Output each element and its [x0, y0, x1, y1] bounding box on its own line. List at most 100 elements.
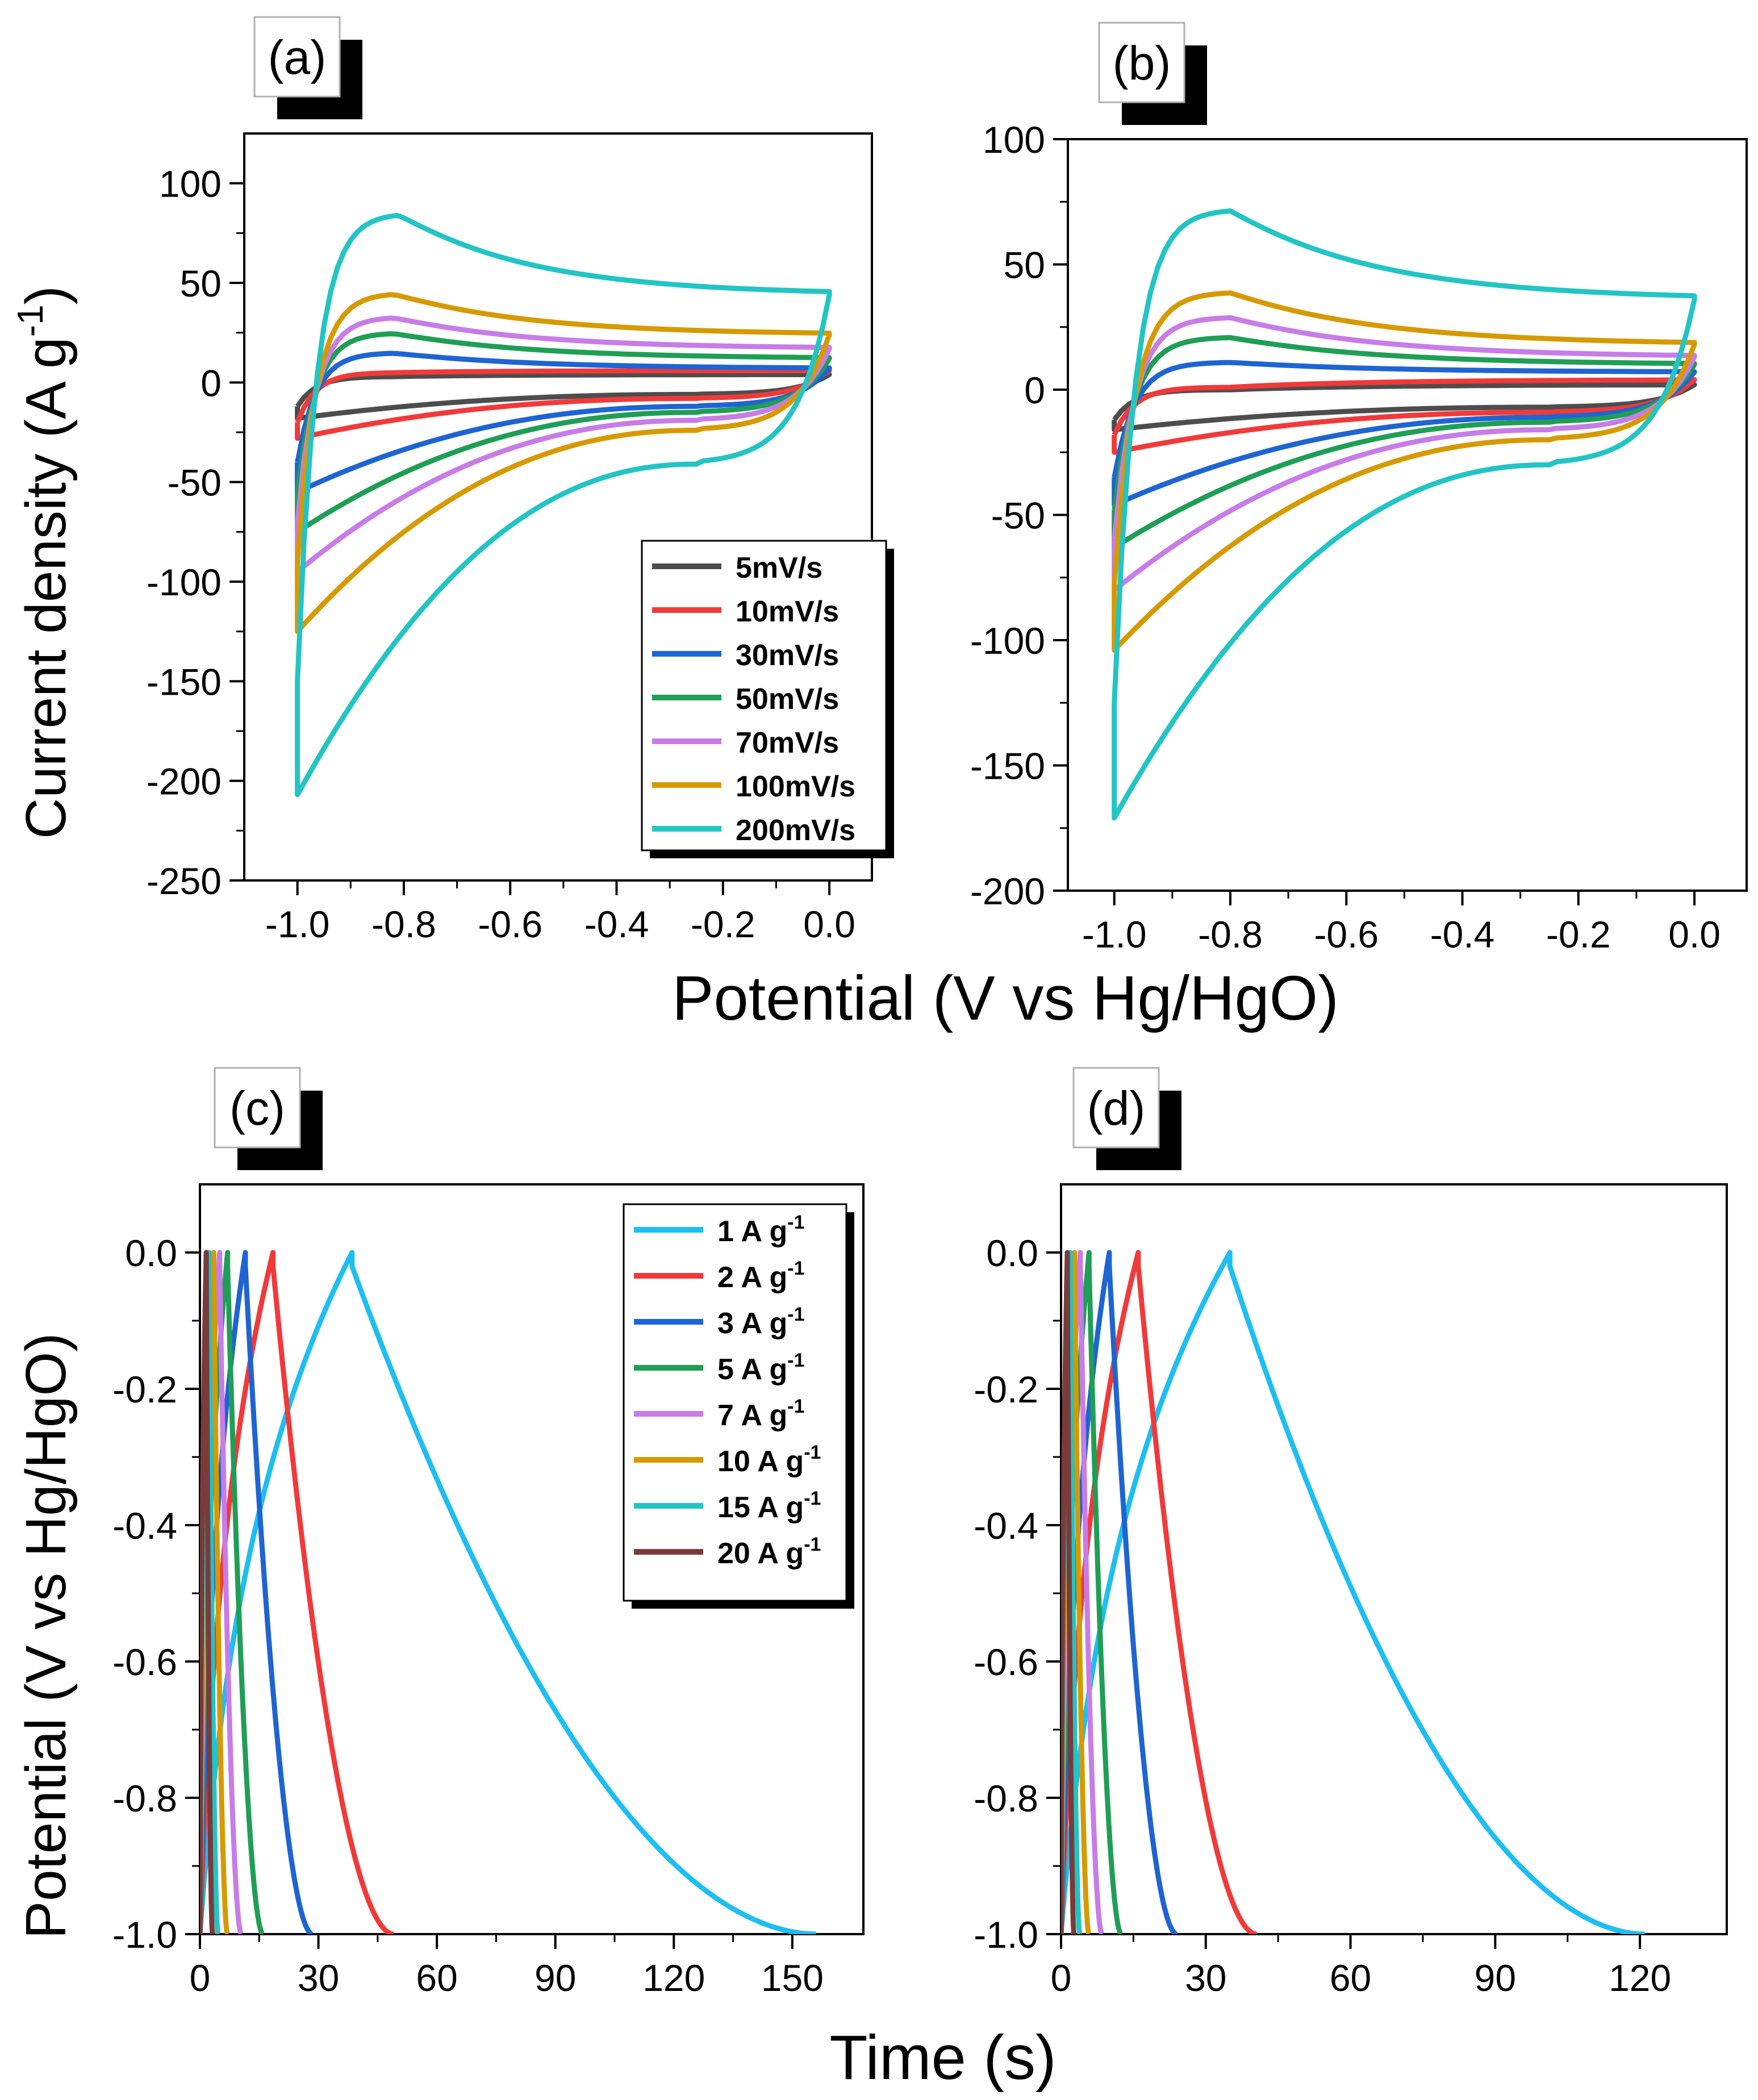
panel-a: (a) -1.0 -0.8 -0.6 -0.4 -0.2 0.0 -250 -200 -150 -1…: [147, 16, 894, 945]
x-tick-label: 60: [1330, 1957, 1371, 1999]
y-tick-label: -0.4: [112, 1505, 177, 1547]
series-line-200mV/s: [295, 212, 832, 798]
panel-c: (c) 0 30 60 90 120 150 -1.0 -0.8 -0.6 -0.4 -0.2 0.0 1…: [112, 1067, 865, 1999]
legend-label: 3 A g-1: [717, 1304, 805, 1340]
plot-area: [1112, 208, 1697, 821]
legend-label: 30mV/s: [736, 639, 839, 672]
y-tick-label: -200: [147, 761, 222, 803]
legend-label: 20 A g-1: [717, 1534, 821, 1570]
plot-frame: [1060, 1183, 1728, 1935]
x-tick-label: -0.4: [1430, 913, 1495, 955]
legend-label: 5 A g-1: [717, 1350, 805, 1386]
x-tick-label: 30: [1185, 1957, 1226, 1999]
legend-label: 5mV/s: [736, 552, 822, 585]
y-tick-label: -100: [970, 620, 1045, 662]
y-tick-label: 0: [1024, 369, 1045, 411]
shared-x-axis-label-top: Potential (V vs Hg/HgO): [672, 963, 1339, 1033]
y-tick-label: 0.0: [986, 1232, 1038, 1274]
x-tick-label: 30: [298, 1957, 339, 1999]
y-tick-label: -1.0: [112, 1914, 177, 1956]
y-tick-label: -0.2: [112, 1368, 177, 1410]
y-tick-label: -50: [991, 495, 1045, 537]
series-line-70mV/s: [1112, 315, 1697, 593]
panel-badge-box: [253, 16, 341, 98]
legend-box: [623, 1203, 847, 1602]
y-axis-label-top-sup: -1: [10, 304, 51, 337]
x-tick-label: -0.6: [478, 903, 542, 945]
x-tick-label: -0.4: [584, 903, 649, 945]
y-tick-label: 50: [1004, 244, 1045, 286]
y-tick-label: 0: [201, 362, 222, 404]
series-line-20 A g: [200, 1250, 215, 1934]
series-line-3 A g: [1061, 1250, 1179, 1934]
y-tick-label: -100: [147, 561, 222, 603]
x-tick-label: -1.0: [1082, 913, 1147, 955]
y-axis-label-top: Current density (A g-1): [10, 286, 78, 839]
x-tick-label: 150: [761, 1957, 824, 1999]
series-line-100mV/s: [295, 292, 832, 634]
panel-badge-box: [1072, 1067, 1160, 1149]
x-tick-label: 90: [1475, 1957, 1516, 1999]
plot-area: [1061, 1250, 1645, 1934]
legend: 1 A g-1 2 A g-1 3 A g-1 5 A g-1 7 A g-1 10 A …: [623, 1203, 854, 1609]
legend-label: 2 A g-1: [717, 1258, 805, 1294]
y-tick-label: -50: [168, 462, 222, 504]
series-line-30mV/s: [295, 350, 832, 495]
legend-label: 200mV/s: [736, 814, 855, 847]
x-tick-label: -0.2: [691, 903, 755, 945]
y-tick-label: -0.2: [974, 1368, 1038, 1410]
panel-badge-box: [1098, 22, 1185, 103]
series-line-3 A g: [200, 1250, 314, 1934]
shared-x-axis-label-bottom: Time (s): [829, 2023, 1056, 2093]
x-tick-label: 90: [535, 1957, 576, 1999]
series-line-2 A g: [200, 1250, 394, 1934]
y-tick-label: 50: [180, 262, 222, 304]
y-tick-label: 100: [159, 163, 222, 205]
y-tick-label: -150: [970, 745, 1045, 787]
y-tick-label: -0.8: [974, 1777, 1038, 1819]
legend-label: 10mV/s: [736, 595, 839, 628]
series-line-100mV/s: [1112, 290, 1697, 653]
y-tick-label: -0.6: [974, 1641, 1038, 1683]
x-tick-label: -0.8: [371, 903, 436, 945]
series-line-20 A g: [1061, 1250, 1077, 1934]
x-tick-label: -0.8: [1198, 913, 1263, 955]
x-tick-label: 120: [1609, 1957, 1671, 1999]
y-tick-label: 100: [983, 119, 1045, 161]
y-axis-label-bottom: Potential (V vs Hg/HgO): [14, 1333, 78, 1939]
plot-frame: [243, 132, 873, 882]
x-tick-label: 120: [642, 1957, 705, 1999]
legend-label: 100mV/s: [736, 770, 855, 803]
y-axis-label-top-main: Current density (A g: [14, 337, 78, 839]
y-tick-label: -0.4: [974, 1505, 1038, 1547]
panel-b: (b) -1.0 -0.8 -0.6 -0.4 -0.2 0.0 -200 -150 -100 -5…: [970, 22, 1748, 955]
x-tick-label: 0: [1051, 1957, 1072, 1999]
panel-label: (a): [268, 31, 327, 84]
y-tick-label: -0.6: [112, 1641, 177, 1683]
series-line-10mV/s: [1112, 377, 1697, 455]
series-line-70mV/s: [295, 315, 832, 574]
panel-label: (c): [229, 1082, 285, 1135]
x-tick-label: 60: [416, 1957, 457, 1999]
series-line-200mV/s: [1112, 208, 1697, 821]
series-line-50mV/s: [1112, 335, 1697, 550]
legend-label: 70mV/s: [736, 727, 839, 759]
legend-label: 1 A g-1: [717, 1212, 805, 1248]
x-tick-label: -1.0: [265, 903, 330, 945]
y-tick-label: -0.8: [112, 1777, 177, 1819]
x-tick-label: 0.0: [1668, 913, 1721, 955]
y-tick-label: -1.0: [974, 1914, 1038, 1956]
legend: 5mV/s 10mV/s 30mV/s 50mV/s 70mV/s 100mV/s 200m…: [641, 540, 894, 858]
plot-area: [200, 1250, 816, 1934]
panel-d: (d) 0 30 60 90 120 -1.0 -0.8 -0.6 -0.4 -0.2 0.0: [974, 1067, 1728, 1999]
x-tick-label: -0.2: [1546, 913, 1611, 955]
plot-area: [295, 212, 832, 798]
y-tick-label: -150: [147, 661, 222, 703]
series-line-1 A g: [1061, 1250, 1645, 1934]
panel-badge-box: [214, 1067, 301, 1149]
legend-label: 10 A g-1: [717, 1442, 821, 1478]
x-tick-label: -0.6: [1314, 913, 1379, 955]
x-tick-label: 0.0: [803, 903, 855, 945]
y-tick-label: -200: [970, 870, 1045, 912]
